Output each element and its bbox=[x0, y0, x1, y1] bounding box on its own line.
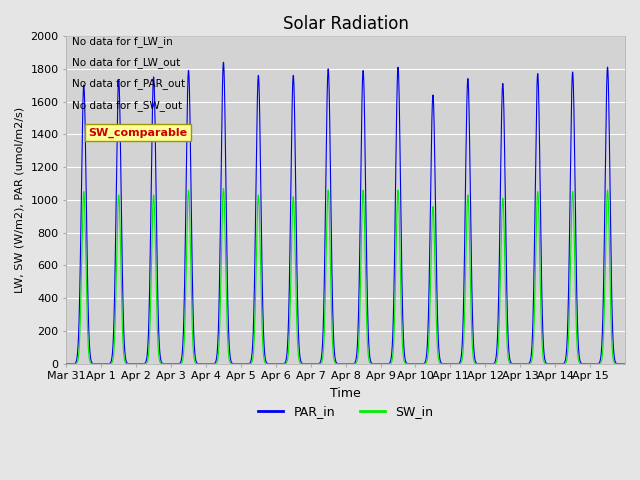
Title: Solar Radiation: Solar Radiation bbox=[283, 15, 408, 33]
Legend: PAR_in, SW_in: PAR_in, SW_in bbox=[253, 400, 438, 423]
X-axis label: Time: Time bbox=[330, 387, 361, 400]
Text: No data for f_SW_out: No data for f_SW_out bbox=[72, 100, 182, 111]
Text: No data for f_PAR_out: No data for f_PAR_out bbox=[72, 79, 185, 89]
Text: No data for f_LW_in: No data for f_LW_in bbox=[72, 36, 173, 47]
Text: No data for f_LW_out: No data for f_LW_out bbox=[72, 57, 180, 68]
Y-axis label: LW, SW (W/m2), PAR (umol/m2/s): LW, SW (W/m2), PAR (umol/m2/s) bbox=[15, 107, 25, 293]
Text: SW_comparable: SW_comparable bbox=[89, 128, 188, 138]
